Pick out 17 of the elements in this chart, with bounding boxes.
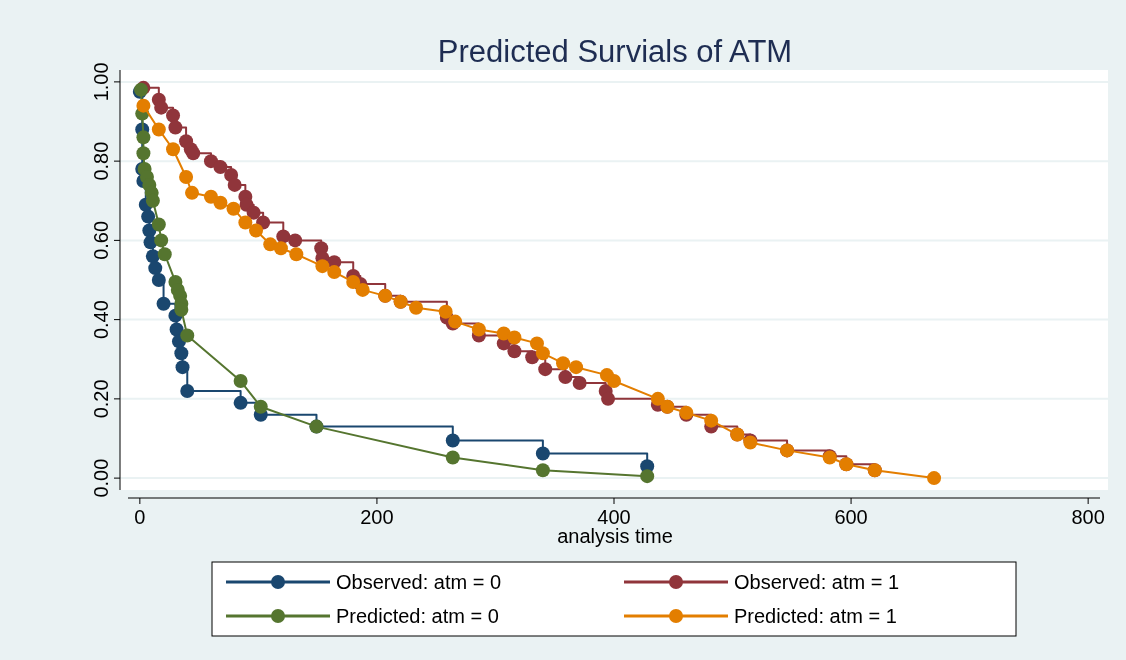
x-tick-label: 0 — [134, 506, 146, 528]
y-tick-label: 0.00 — [90, 458, 112, 498]
legend-label: Predicted: atm = 0 — [336, 605, 499, 627]
y-tick-label: 0.60 — [90, 220, 112, 260]
y-tick-label: 0.40 — [90, 300, 112, 340]
x-tick-label: 800 — [1071, 506, 1105, 528]
y-tick-label: 0.20 — [90, 379, 112, 419]
chart-title: Predicted Survials of ATM — [437, 34, 793, 69]
x-axis-title: analysis time — [557, 525, 673, 547]
x-tick-label: 200 — [360, 506, 394, 528]
legend-label: Observed: atm = 0 — [336, 571, 502, 593]
y-tick-label: 0.80 — [90, 141, 112, 181]
x-tick-label: 600 — [834, 506, 868, 528]
legend-label: Predicted: atm = 1 — [734, 605, 897, 627]
x-tick-label: 400 — [597, 506, 631, 528]
legend-label: Observed: atm = 1 — [734, 571, 900, 593]
y-tick-label: 1.00 — [90, 62, 112, 102]
